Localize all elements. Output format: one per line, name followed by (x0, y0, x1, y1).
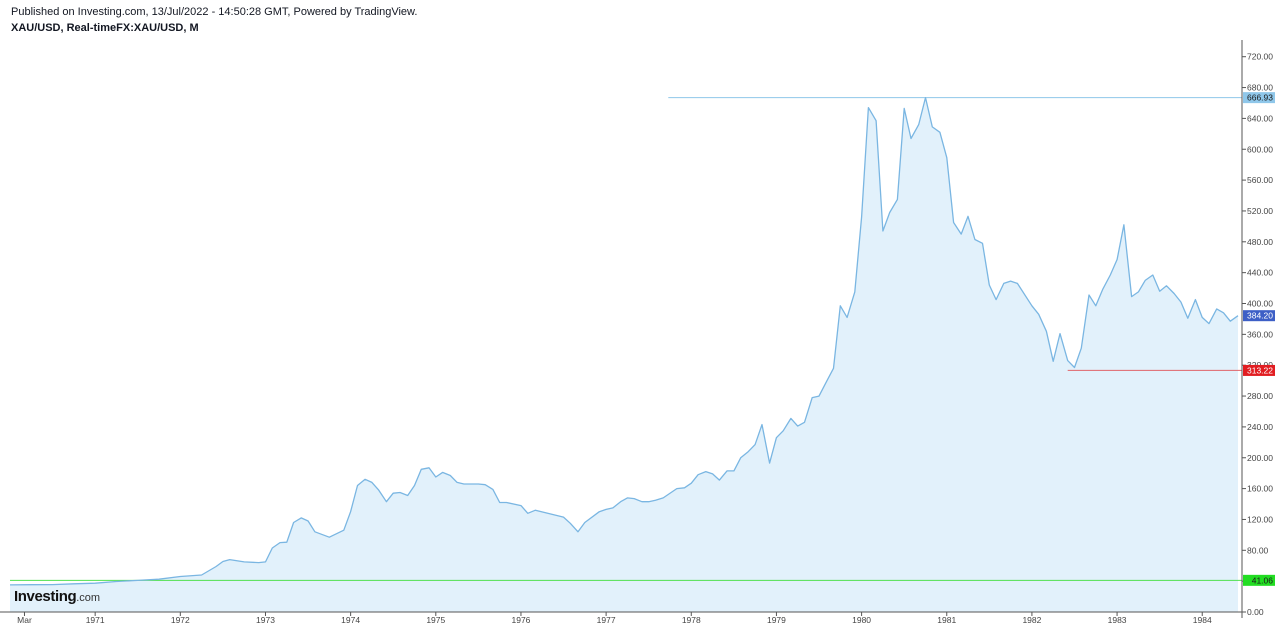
y-tick-label: 160.00 (1247, 484, 1273, 494)
x-tick-label: 1975 (426, 615, 445, 625)
x-tick-label: 1972 (171, 615, 190, 625)
x-tick-label: 1976 (511, 615, 530, 625)
y-tick-label: 680.00 (1247, 83, 1273, 93)
x-tick-label: 1973 (256, 615, 275, 625)
logo-name: Investing (14, 588, 77, 605)
y-tick-label: 240.00 (1247, 422, 1273, 432)
high-price-label: 666.93 (1247, 93, 1273, 103)
symbol-title: XAU/USD, Real-timeFX:XAU/USD, M (11, 22, 199, 34)
y-tick-label: 360.00 (1247, 329, 1273, 339)
x-tick-label: 1977 (597, 615, 616, 625)
last-price-badge (1243, 310, 1275, 322)
low-price-label: 313.22 (1247, 365, 1273, 375)
y-tick-label: 440.00 (1247, 268, 1273, 278)
x-tick-label: 1979 (767, 615, 786, 625)
x-tick-label: 1982 (1022, 615, 1041, 625)
price-line (9, 96, 1239, 586)
y-tick-label: 520.00 (1247, 206, 1273, 216)
y-tick-label: 480.00 (1247, 237, 1273, 247)
high-price-badge (1243, 92, 1275, 104)
logo-suffix: .com (76, 592, 101, 604)
last-price-label: 384.20 (1247, 311, 1273, 321)
low-price-badge (1243, 364, 1275, 376)
published-note: Published on Investing.com, 13/Jul/2022 … (11, 6, 418, 18)
y-tick-label: 600.00 (1247, 144, 1273, 154)
x-tick-label: 1983 (1108, 615, 1127, 625)
chart-header: Published on Investing.com, 13/Jul/2022 … (11, 6, 417, 35)
y-tick-label: 720.00 (1247, 52, 1273, 62)
y-tick-label: 560.00 (1247, 175, 1273, 185)
x-tick-label: 1984 (1193, 615, 1212, 625)
y-tick-label: 0.00 (1247, 607, 1264, 617)
y-tick-label: 400.00 (1247, 299, 1273, 309)
investing-logo: Investing.com (14, 588, 100, 605)
x-tick-label: 1978 (682, 615, 701, 625)
x-tick-label: 1981 (937, 615, 956, 625)
x-tick-label: 1980 (852, 615, 871, 625)
y-tick-label: 200.00 (1247, 453, 1273, 463)
area-fill (10, 97, 1238, 613)
x-tick-label: 1974 (341, 615, 360, 625)
y-tick-label: 640.00 (1247, 113, 1273, 123)
y-tick-label: 80.00 (1247, 545, 1269, 555)
x-tick-label: 1971 (86, 615, 105, 625)
y-tick-label: 280.00 (1247, 391, 1273, 401)
x-tick-label: Mar (17, 615, 32, 625)
y-tick-label: 120.00 (1247, 514, 1273, 524)
base-price-badge (1243, 574, 1275, 586)
base-price-label: 41.06 (1252, 575, 1274, 585)
